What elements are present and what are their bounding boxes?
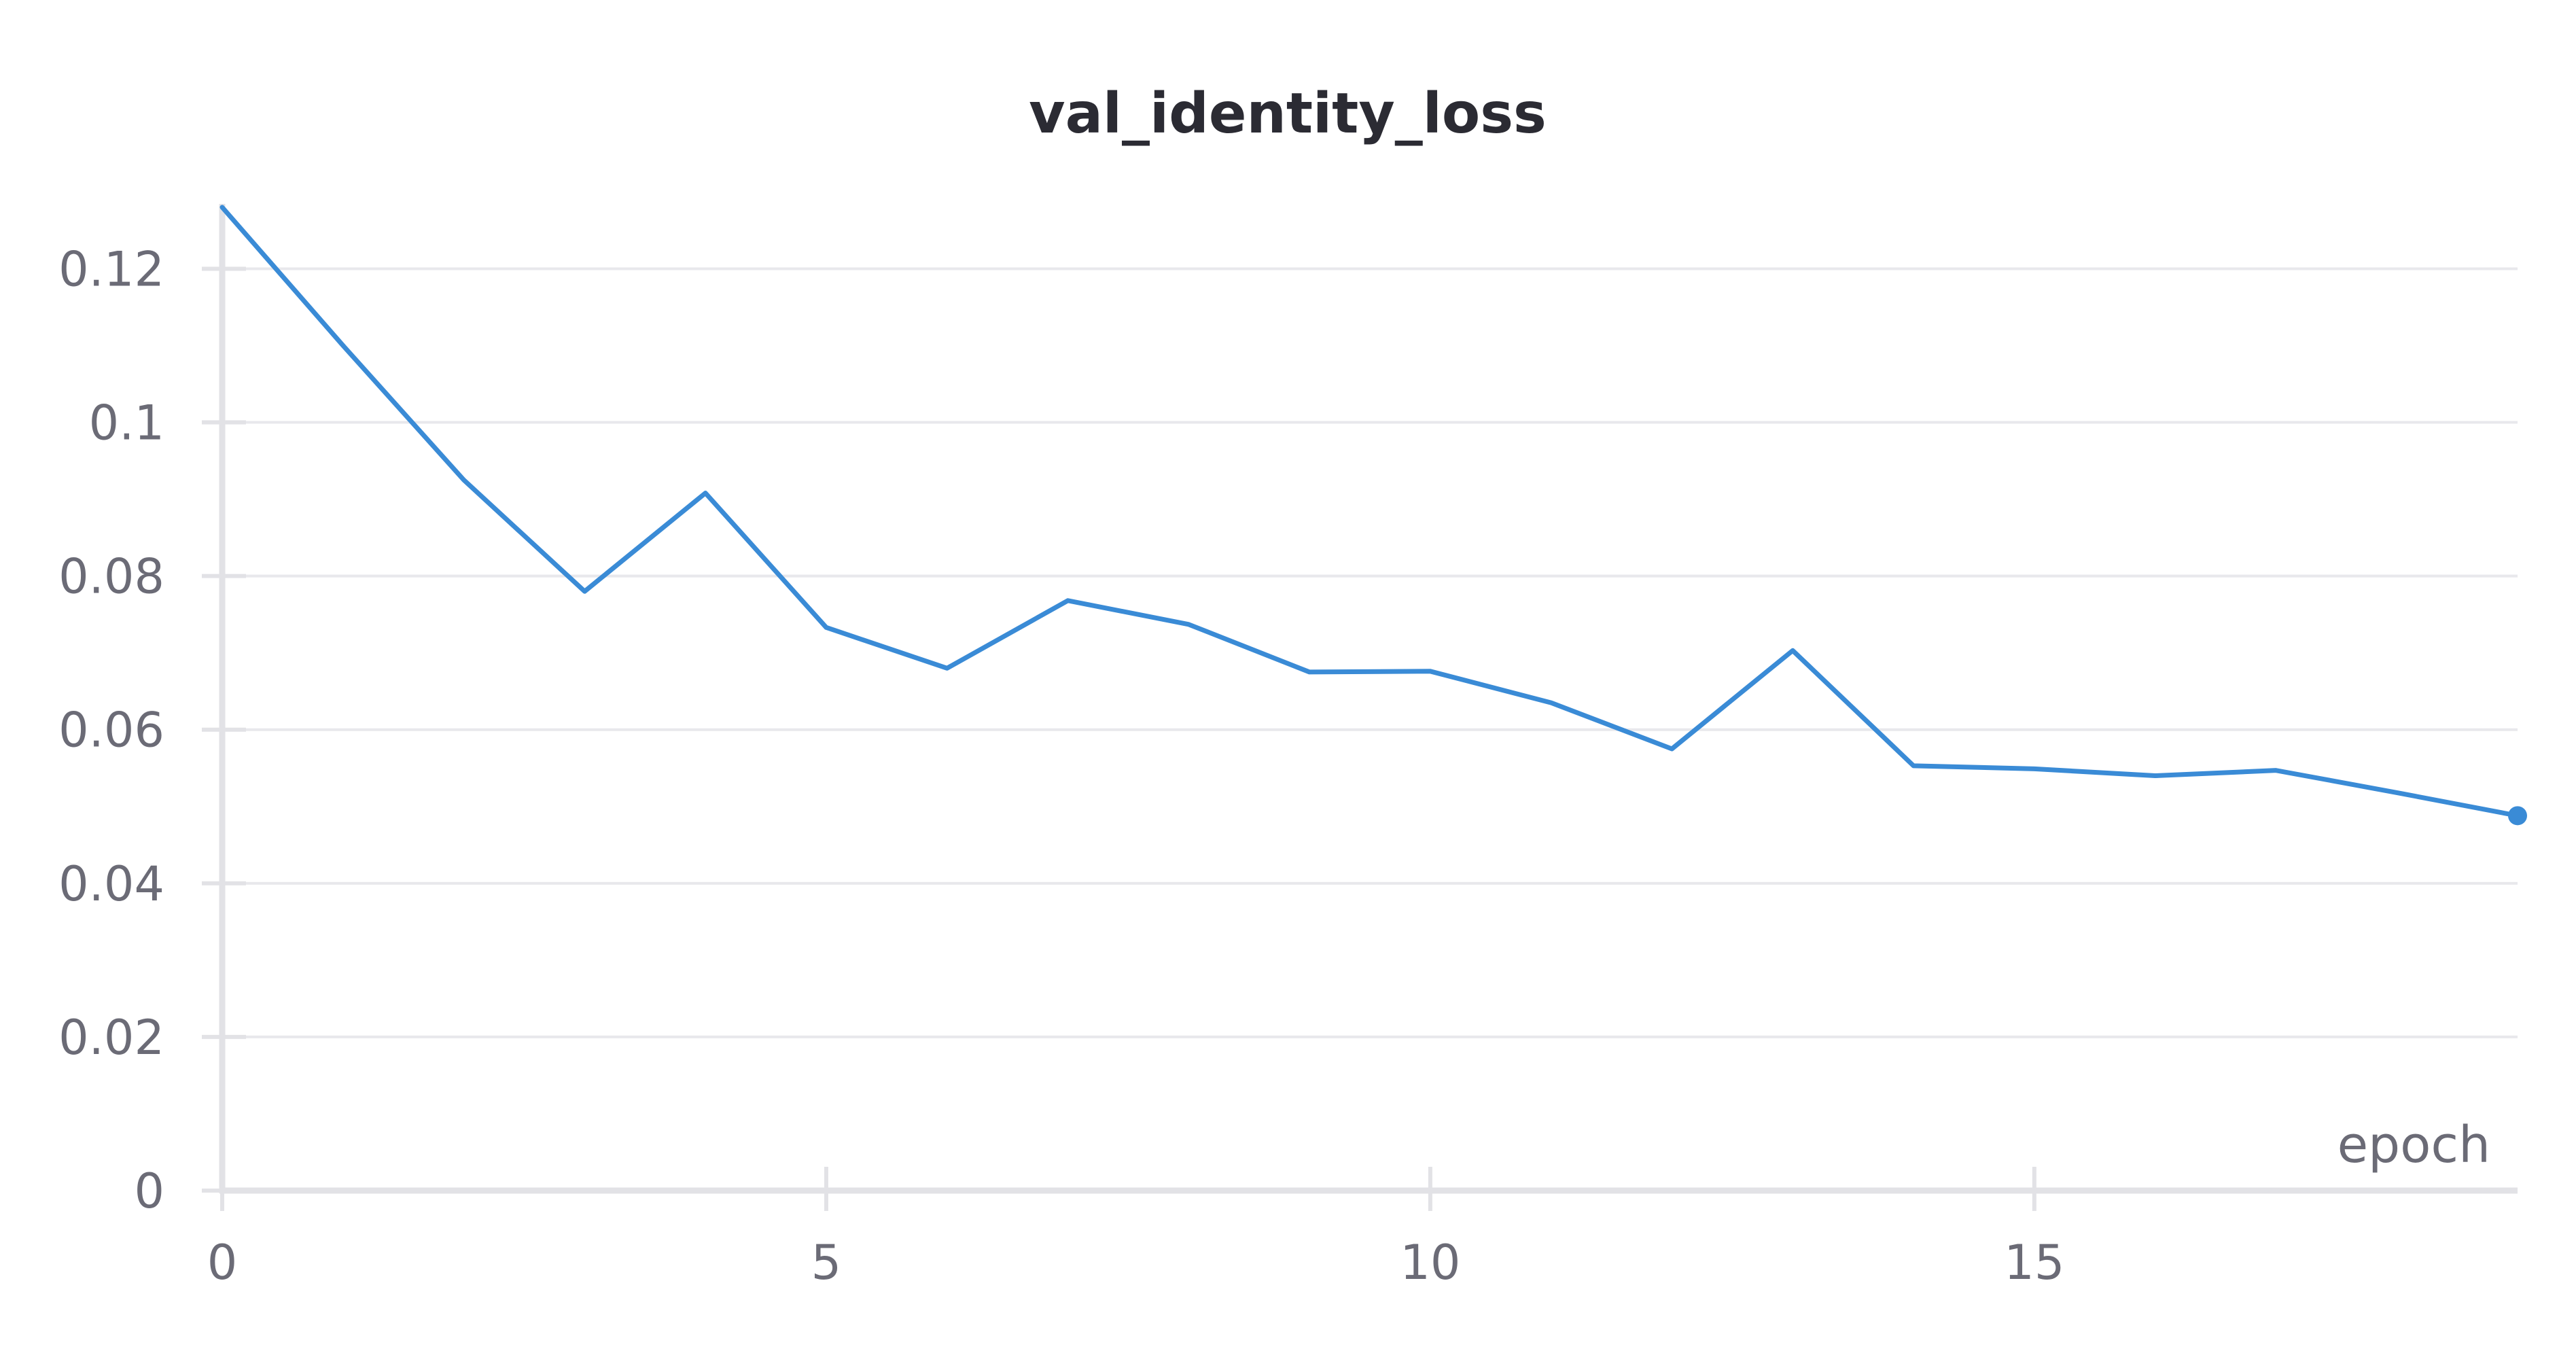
grid-lines <box>222 267 2518 1038</box>
y-tick-label: 0.02 <box>58 1010 164 1066</box>
y-tick-label: 0.06 <box>58 703 164 758</box>
x-tick-label: 0 <box>207 1235 238 1290</box>
x-axis-label: epoch <box>2337 1116 2490 1174</box>
y-tick-label: 0.08 <box>58 549 164 605</box>
y-tick-label: 0.1 <box>89 396 164 451</box>
x-tick-label: 15 <box>2004 1235 2064 1290</box>
y-tick-label: 0 <box>134 1163 164 1219</box>
x-axis-ticks: 0 5 10 15 <box>207 1167 2064 1290</box>
series-end-point <box>2508 806 2527 826</box>
series-layer <box>219 205 2527 826</box>
series-line <box>219 205 2520 818</box>
y-tick-label: 0.12 <box>58 241 164 297</box>
x-tick-label: 5 <box>811 1235 842 1290</box>
axes <box>219 204 2518 1194</box>
x-tick-label: 10 <box>1400 1235 1460 1290</box>
y-axis-ticks: 0 0.02 0.04 0.06 0.08 0.1 0.12 <box>58 241 246 1219</box>
chart-title: val_identity_loss <box>1029 82 1547 146</box>
y-tick-label: 0.04 <box>58 856 164 912</box>
